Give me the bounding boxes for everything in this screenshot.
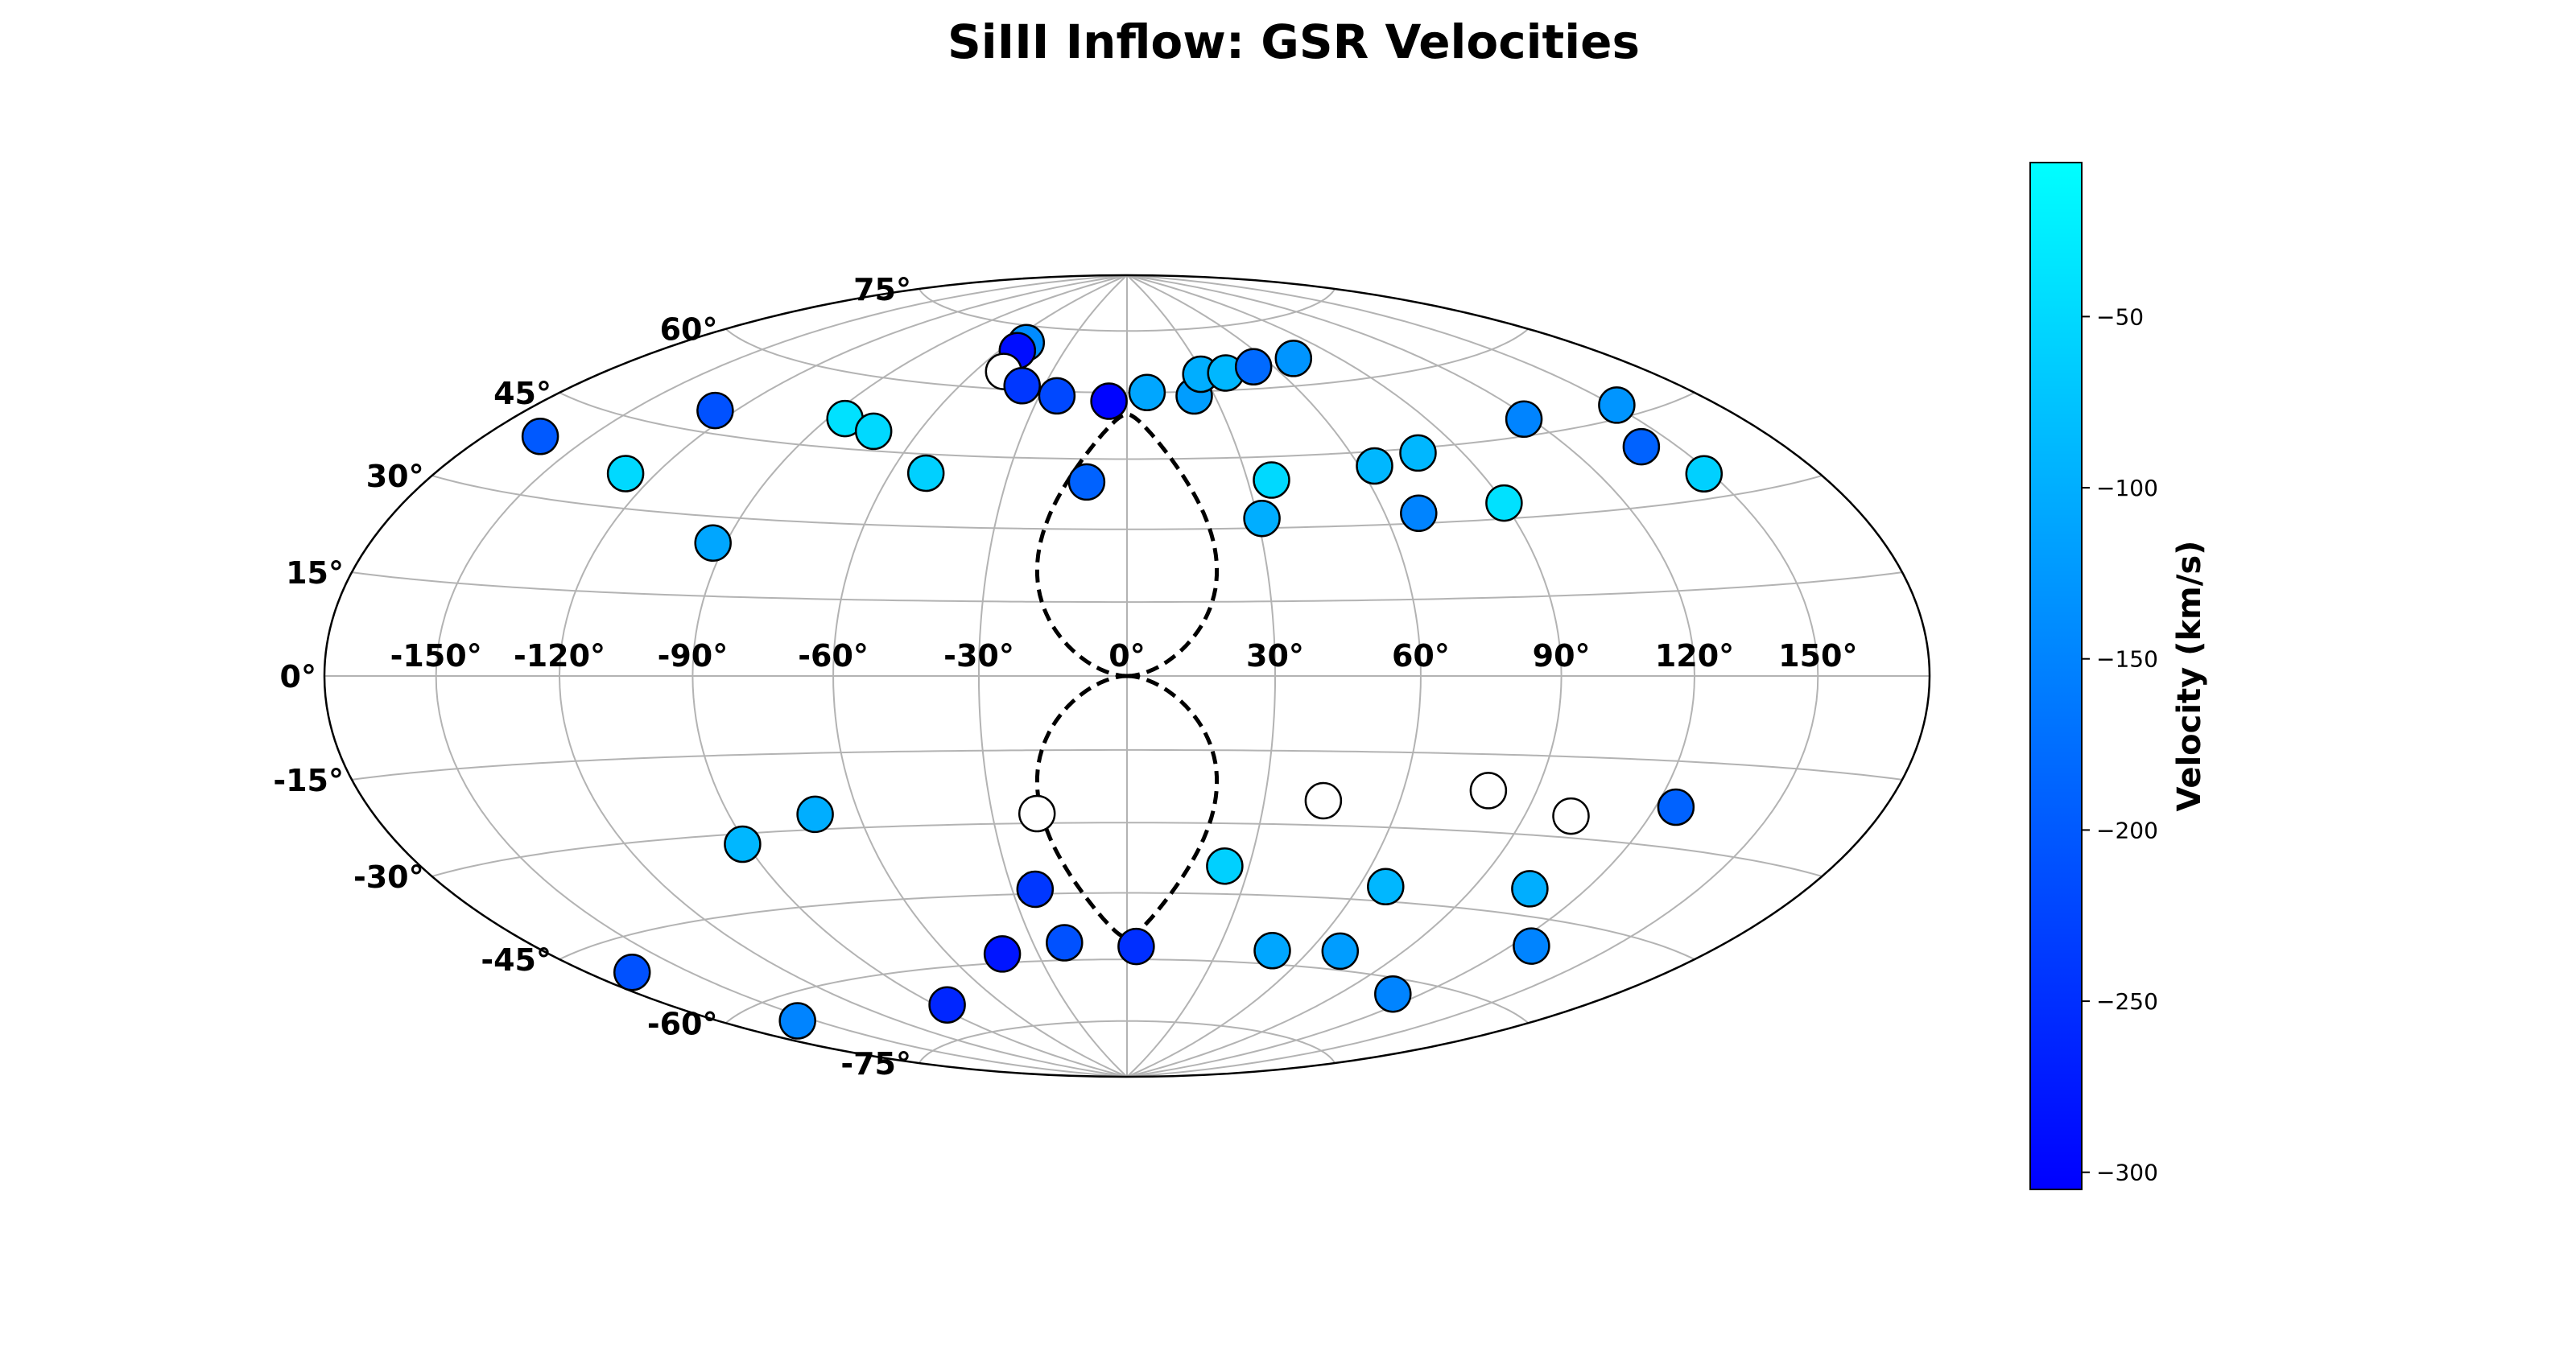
- data-point: [1206, 847, 1244, 885]
- data-points: [521, 324, 1724, 1040]
- latitude-tick-label: -15°: [273, 763, 344, 798]
- data-point: [1321, 932, 1360, 971]
- data-point: [1356, 447, 1393, 485]
- colorbar: −50 −100 −150 −200 −250 −300 Velocity (km/s): [2029, 162, 2208, 1190]
- data-point: [724, 825, 762, 863]
- latitude-tick-label: 15°: [286, 555, 344, 591]
- parallel-line: [724, 328, 1530, 394]
- data-point-no-detection: [1018, 794, 1056, 833]
- latitude-tick-labels: -75° -60° -45° -30° -15° 0° 15° 30° 45° 60° 75°: [273, 272, 911, 1082]
- colorbar-tick-label: −250: [2096, 988, 2158, 1015]
- parallel-line: [559, 391, 1695, 460]
- data-point: [1046, 924, 1084, 962]
- colorbar-tick-label: −150: [2096, 646, 2158, 673]
- data-point: [796, 795, 834, 834]
- longitude-tick-label: -90°: [658, 638, 729, 674]
- data-point: [1003, 367, 1041, 405]
- data-point: [696, 391, 734, 430]
- data-point: [1598, 386, 1636, 424]
- data-point: [1685, 455, 1724, 493]
- data-point: [1505, 400, 1543, 439]
- parallel-line: [431, 475, 1823, 530]
- latitude-tick-label: -30°: [353, 859, 424, 895]
- longitude-tick-label: 90°: [1533, 638, 1591, 674]
- data-point: [1090, 382, 1128, 420]
- data-point: [983, 935, 1022, 973]
- data-point: [1485, 484, 1523, 522]
- colorbar-tick-label: −300: [2096, 1160, 2158, 1186]
- data-point: [854, 412, 893, 451]
- longitude-tick-labels: -150° -120° -90° -60° -30° 0° 30° 60° 90° 120° 150…: [390, 638, 1858, 674]
- parallel-line: [431, 822, 1823, 877]
- data-point: [1253, 461, 1290, 499]
- parallel-line: [919, 1020, 1335, 1064]
- parallel-line: [351, 748, 1903, 781]
- map-boundary: [323, 274, 1931, 1078]
- colorbar-gradient: [2029, 162, 2083, 1190]
- data-point: [928, 986, 966, 1024]
- data-point: [1400, 494, 1438, 533]
- data-point: [1128, 373, 1166, 412]
- colorbar-tick-label: −50: [2096, 303, 2144, 330]
- data-point: [1399, 434, 1437, 472]
- data-point: [613, 954, 651, 991]
- data-point: [1038, 377, 1076, 415]
- parallel-line: [351, 571, 1903, 604]
- latitude-tick-label: -60°: [647, 1006, 718, 1041]
- data-point-no-detection: [1469, 772, 1508, 810]
- latitude-tick-label: 45°: [493, 376, 551, 411]
- data-point: [1513, 927, 1550, 965]
- colorbar-ticks: −50 −100 −150 −200 −250 −300: [2082, 303, 2158, 1186]
- longitude-tick-label: 150°: [1778, 638, 1857, 674]
- latitude-tick-label: -45°: [481, 942, 551, 978]
- longitude-tick-label: 120°: [1655, 638, 1734, 674]
- data-point: [1511, 870, 1549, 908]
- colorbar-label: Velocity (km/s): [2171, 541, 2208, 812]
- data-point: [521, 418, 559, 455]
- data-point: [906, 454, 945, 493]
- data-point: [1367, 868, 1405, 906]
- longitude-tick-label: 30°: [1246, 638, 1304, 674]
- latitude-tick-label: 60°: [660, 312, 718, 348]
- data-point: [1274, 340, 1313, 377]
- data-point: [778, 1002, 816, 1040]
- data-point: [1067, 463, 1106, 501]
- data-point: [1016, 870, 1055, 909]
- longitude-tick-label: -150°: [390, 638, 482, 674]
- data-point: [1243, 499, 1281, 538]
- data-point-no-detection: [1552, 797, 1590, 835]
- latitude-tick-label: 0°: [280, 659, 316, 694]
- data-point: [1234, 348, 1273, 386]
- parallel-line: [919, 288, 1335, 332]
- south-bubble-outline: [1034, 674, 1220, 940]
- data-point: [1622, 427, 1661, 466]
- data-point: [1657, 788, 1695, 826]
- parallel-line: [559, 892, 1695, 961]
- data-point: [606, 455, 645, 493]
- longitude-tick-label: -60°: [798, 638, 869, 674]
- data-point: [1374, 975, 1412, 1013]
- latitude-tick-label: 75°: [853, 272, 911, 307]
- data-point: [694, 524, 732, 563]
- colorbar-tick-label: −100: [2096, 475, 2158, 501]
- data-point: [1253, 932, 1291, 970]
- north-bubble-outline: [1034, 412, 1220, 678]
- latitude-tick-label: 30°: [366, 459, 424, 494]
- data-point: [1117, 927, 1155, 966]
- longitude-tick-label: 0°: [1108, 638, 1145, 674]
- chart-title: SiIII Inflow: GSR Velocities: [947, 14, 1640, 69]
- longitude-tick-label: -30°: [943, 638, 1014, 674]
- colorbar-tick-label: −200: [2096, 817, 2158, 843]
- fermi-bubble-outline: [1034, 412, 1220, 940]
- longitude-tick-label: -120°: [514, 638, 605, 674]
- latitude-tick-label: -75°: [840, 1046, 911, 1082]
- longitude-tick-label: 60°: [1392, 638, 1450, 674]
- data-point-no-detection: [1304, 781, 1343, 820]
